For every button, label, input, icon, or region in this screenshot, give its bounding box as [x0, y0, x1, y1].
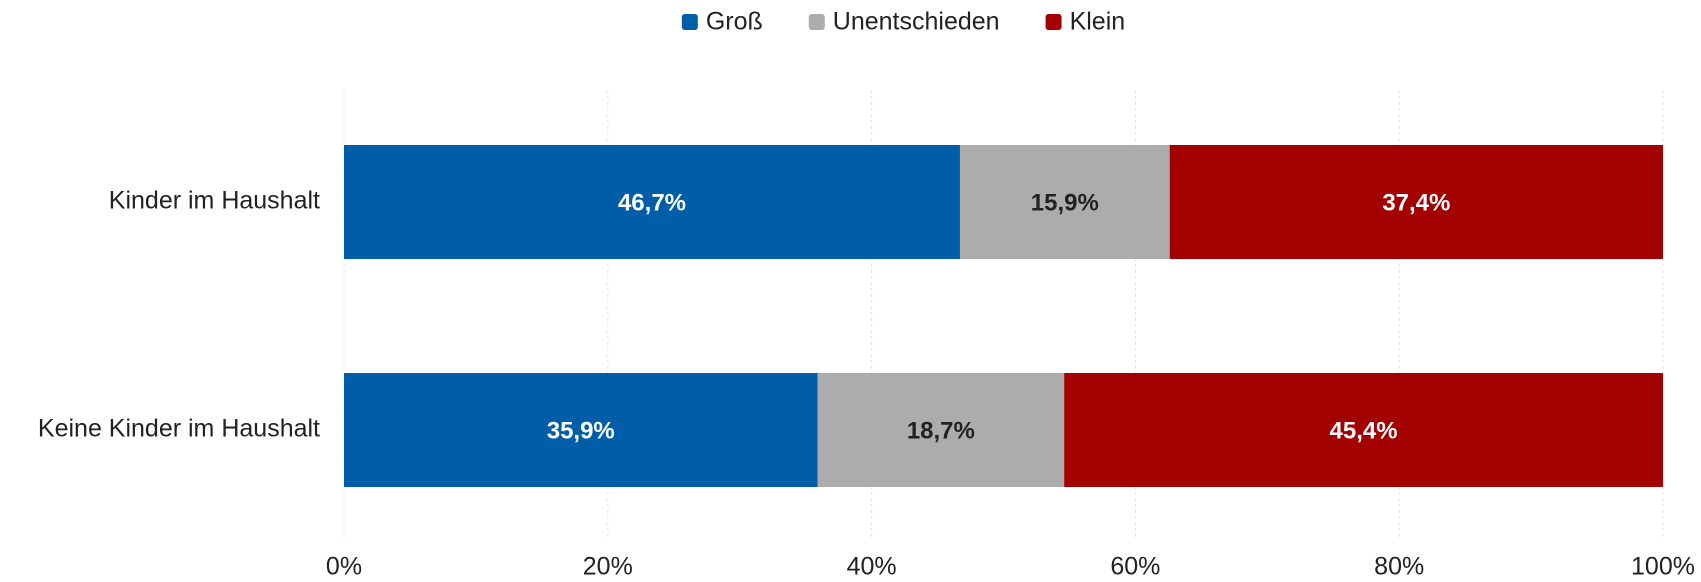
- data-label: 45,4%: [1330, 417, 1398, 444]
- y-tick-label: Kinder im Haushalt: [109, 187, 320, 215]
- x-tick-label: 80%: [1374, 553, 1424, 581]
- bar-segment: [959, 145, 1170, 259]
- data-label: 37,4%: [1382, 189, 1450, 216]
- y-tick-label: Keine Kinder im Haushalt: [38, 415, 320, 443]
- x-tick-label: 40%: [847, 553, 897, 581]
- bar-segment: [1169, 145, 1663, 259]
- legend-marker: [1045, 14, 1062, 30]
- bar-segment: [1064, 373, 1663, 487]
- x-tick-label: 60%: [1110, 553, 1160, 581]
- data-label: 46,7%: [618, 189, 686, 216]
- data-label: 15,9%: [1031, 189, 1099, 216]
- legend-marker: [681, 14, 698, 30]
- bar-segment: [817, 373, 1065, 487]
- bar-segment: [344, 373, 818, 487]
- data-label: 18,7%: [907, 417, 975, 444]
- x-tick-label: 20%: [583, 553, 633, 581]
- legend-label: Unentschieden: [833, 8, 1000, 36]
- bar-segment: [344, 145, 960, 259]
- legend-marker: [808, 14, 825, 30]
- legend-label: Klein: [1070, 8, 1126, 36]
- x-tick-label: 0%: [326, 553, 362, 581]
- legend-label: Groß: [706, 8, 763, 36]
- x-tick-label: 100%: [1631, 553, 1695, 581]
- legend: Groß Unentschieden Klein: [681, 8, 1126, 36]
- data-label: 35,9%: [547, 417, 615, 444]
